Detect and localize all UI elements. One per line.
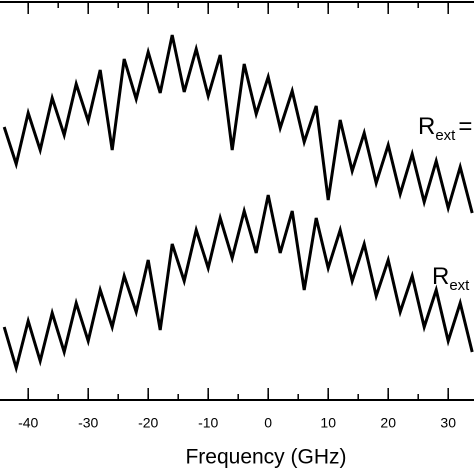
x-tick-label: -20	[138, 415, 158, 431]
annotation-sub: ext	[449, 277, 470, 294]
annotation-main: R	[418, 113, 435, 140]
annotation-sub: ext	[435, 127, 456, 144]
x-tick-label: 20	[380, 415, 396, 431]
x-axis-label: Frequency (GHz)	[185, 446, 346, 469]
annotation-main: R	[432, 263, 449, 290]
line	[2, 34, 474, 214]
x-tick-label: -30	[78, 415, 98, 431]
x-tick-label: -10	[198, 415, 218, 431]
annotation-tail: =	[458, 113, 472, 140]
x-tick-label: 10	[320, 415, 336, 431]
x-tick-label: -40	[18, 415, 38, 431]
annotation: Rext =	[418, 113, 472, 144]
annotation: Rext	[432, 263, 470, 294]
x-tick-label: 30	[440, 415, 456, 431]
x-tick-label: 0	[264, 415, 272, 431]
line	[2, 194, 474, 374]
